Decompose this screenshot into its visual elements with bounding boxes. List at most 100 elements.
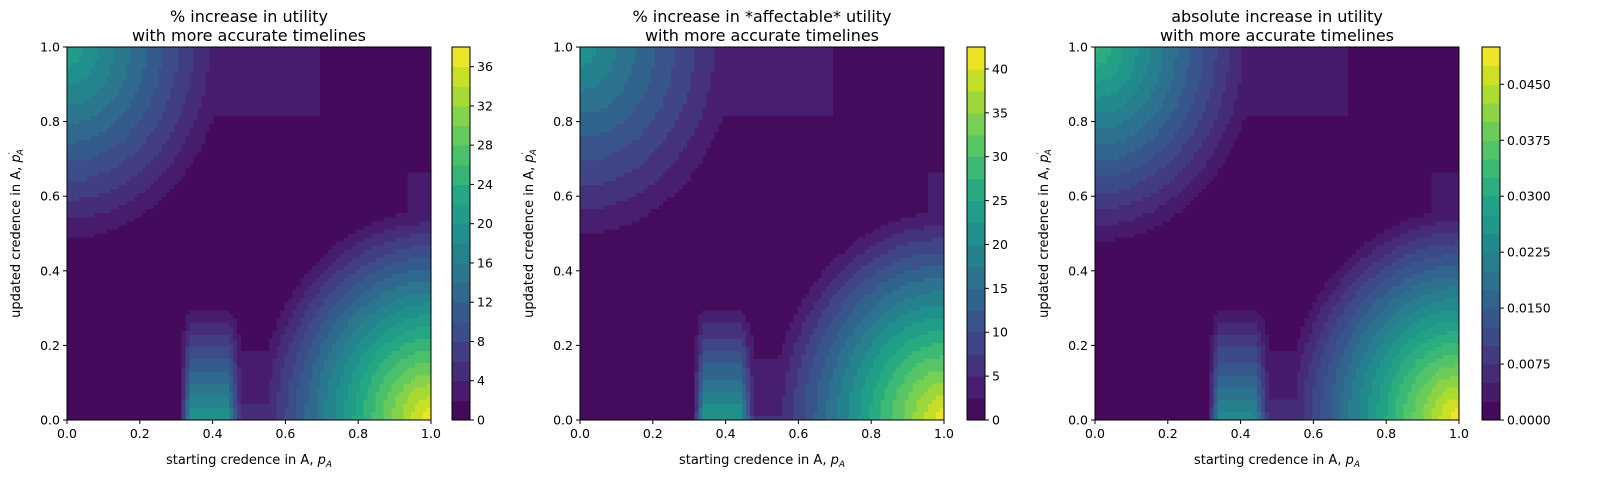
panel2-colorbar-segment — [967, 310, 985, 333]
panel2-y-tick-label: 0.6 — [553, 189, 573, 204]
panel3-colorbar-tick-label: 0.0450 — [1507, 77, 1551, 92]
panel1-x-tick-label: 0.8 — [348, 426, 368, 441]
panel3-x-tick-label: 0.4 — [1231, 426, 1251, 441]
panel1-colorbar-segment — [452, 164, 470, 185]
panel1-colorbar: 0 4 8 12 16 20 24 28 32 36 — [451, 46, 493, 428]
panel2-colorbar-tick-label: 30 — [992, 149, 1008, 164]
panel2-y-tick-label: 0.4 — [553, 263, 573, 278]
panel2-colorbar-segment — [967, 68, 985, 92]
panel1-x-tick-label: 0.6 — [275, 426, 295, 441]
panel3-x-tick-label: 0.8 — [1376, 426, 1396, 441]
panel3-colorbar-segment — [1482, 196, 1500, 216]
panel3-colorbar-segment — [1482, 326, 1500, 346]
panel3-title-line-1: absolute increase in utility — [1171, 7, 1383, 26]
panel3-contour-field — [1095, 47, 1460, 421]
panel2-colorbar-tick-label: 25 — [992, 193, 1008, 208]
panel2-colorbar-segment — [967, 332, 985, 355]
panel3-y-tick-label: 0.4 — [1068, 263, 1088, 278]
panel1-colorbar-segment — [452, 243, 470, 264]
panel1-colorbar-segment — [452, 380, 470, 401]
panel2-colorbar-segment — [967, 112, 985, 136]
panel1-colorbar-segment — [452, 125, 470, 146]
panel1-colorbar-tick-label: 8 — [477, 334, 485, 349]
panel3-y-tick-label: 0.6 — [1068, 189, 1088, 204]
panel1-y-axis-label: updated credence in A, p′A — [8, 149, 26, 318]
panel2-colorbar-frame — [966, 46, 986, 421]
panel3-x-tick-label: 1.0 — [1449, 426, 1469, 441]
panel2-colorbar-segment — [967, 266, 985, 289]
panel3-colorbar-segment — [1482, 308, 1500, 328]
panel2-title-line-2: with more accurate timelines — [645, 26, 879, 45]
panel1-colorbar-tick-label: 16 — [477, 255, 493, 270]
panel2-colorbar-segment — [967, 156, 985, 180]
panel2-contour-field — [580, 47, 945, 421]
panel1-colorbar-frame — [451, 46, 471, 421]
panel2-x-tick-label: 0.4 — [716, 426, 736, 441]
panel3-y-axis-label: updated credence in A, p′A — [1036, 149, 1054, 318]
panel1-x-tick-label: 1.0 — [421, 426, 441, 441]
panel3-y-tick-label: 0.0 — [1068, 413, 1088, 428]
panel2-colorbar-tick-label: 20 — [992, 237, 1008, 252]
panel2-x-axis-label: starting credence in A, pA — [679, 453, 845, 470]
panel2-colorbar-segment — [967, 376, 985, 399]
panel1-colorbar-tick-label: 12 — [477, 295, 493, 310]
panel2-x-tick-label: 0.2 — [643, 426, 663, 441]
panel3-colorbar-segment — [1482, 401, 1500, 421]
panel1-title-line-1: % increase in utility — [170, 7, 328, 26]
panel3-x-axis-label: starting credence in A, pA — [1194, 453, 1360, 470]
panel1-y-tick-label: 0.4 — [40, 263, 60, 278]
panel1-x-tick-label: 0.0 — [57, 426, 77, 441]
panel3-colorbar-segment — [1482, 214, 1500, 234]
panel3-y-tick-label: 0.2 — [1068, 338, 1088, 353]
panel1-plot-frame — [66, 46, 432, 421]
panel1-colorbar-tick-label: 36 — [477, 59, 493, 74]
panel1-colorbar-segment — [452, 66, 470, 87]
panel1-colorbar-segment — [452, 47, 470, 68]
panel1-colorbar-tick-label: 28 — [477, 138, 493, 153]
panel3-colorbar-segment — [1482, 270, 1500, 290]
panel3-colorbar-segment — [1482, 364, 1500, 384]
panel1-y-tick-label: 0.8 — [40, 114, 60, 129]
panel1-y-tick-label: 0.2 — [40, 338, 60, 353]
panel1-x-axis-label: starting credence in A, pA — [166, 453, 332, 470]
panel1-colorbar-segment — [452, 105, 470, 127]
panel2-colorbar: 0 5 10 15 20 25 30 35 40 — [966, 46, 1008, 428]
panel1-colorbar-tick-label: 24 — [477, 177, 493, 192]
panel2-y-tick-label: 0.0 — [553, 413, 573, 428]
panel1-colorbar-segment — [452, 282, 470, 303]
panel2-colorbar-segment — [967, 288, 985, 311]
panel3-colorbar-segment — [1482, 252, 1500, 272]
panel2-colorbar-segment — [967, 222, 985, 245]
panel3-colorbar-segment — [1482, 121, 1500, 141]
panel1-colorbar-segment — [452, 204, 470, 225]
panel2-x-tick-label: 0.8 — [861, 426, 881, 441]
panel1-colorbar-segment — [452, 184, 470, 205]
panel2-colorbar-segment — [967, 178, 985, 202]
panel1-colorbar-tick-label: 20 — [477, 216, 493, 231]
panel3-title-line-2: with more accurate timelines — [1160, 26, 1394, 45]
panel2-x-tick-label: 0.6 — [788, 426, 808, 441]
panel2-title-line-1: % increase in *affectable* utility — [632, 7, 891, 26]
panel1-y-tick-label: 0.6 — [40, 189, 60, 204]
panel1-colorbar-tick-label: 32 — [477, 98, 493, 113]
panel1-colorbar-segment — [452, 262, 470, 284]
panel3-x-tick-label: 0.2 — [1158, 426, 1178, 441]
panel2-colorbar-tick-label: 40 — [992, 61, 1008, 76]
panel1-contour-field — [67, 47, 432, 421]
panel2-x-tick-label: 1.0 — [934, 426, 954, 441]
panel3-colorbar-segment — [1482, 382, 1500, 402]
panel1-colorbar-segment — [452, 400, 470, 421]
panel1-y-tick-label: 0.0 — [40, 413, 60, 428]
panel3-colorbar-tick-label: 0.0300 — [1507, 189, 1551, 204]
panel2-colorbar-segment — [967, 134, 985, 158]
panel1-colorbar-segment — [452, 223, 470, 244]
panel1-y-tick-label: 1.0 — [40, 40, 60, 55]
panel1-colorbar-segment — [452, 341, 470, 362]
panel3-colorbar-segment — [1482, 102, 1500, 123]
panel3-colorbar-tick-label: 0.0150 — [1507, 301, 1551, 316]
panel3-x-tick-label: 0.0 — [1085, 426, 1105, 441]
panel1-colorbar-segment — [452, 361, 470, 382]
